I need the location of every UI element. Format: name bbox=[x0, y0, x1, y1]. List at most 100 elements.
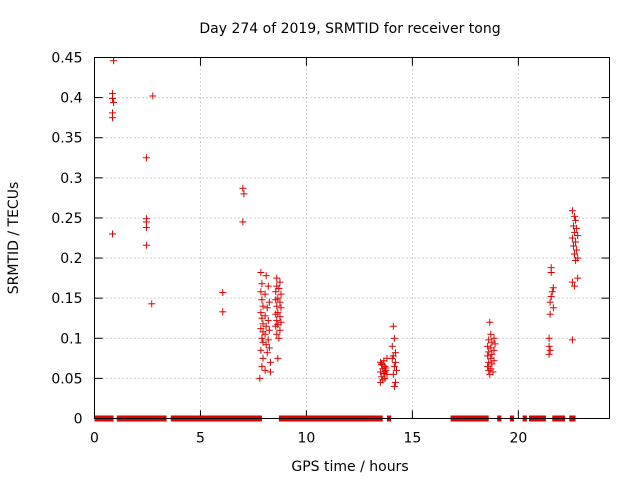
data-point bbox=[273, 302, 281, 310]
data-point bbox=[390, 334, 398, 342]
data-point bbox=[388, 354, 396, 362]
data-point bbox=[545, 334, 553, 342]
data-point bbox=[569, 242, 577, 250]
data-point bbox=[259, 354, 267, 362]
data-point bbox=[259, 302, 267, 310]
data-point bbox=[548, 288, 556, 296]
data-point bbox=[264, 336, 272, 344]
data-point bbox=[219, 308, 227, 316]
data-point bbox=[547, 293, 555, 301]
y-tick-labels: 0 0.05 0.1 0.15 0.2 0.25 0.3 0.35 0.4 0.45 bbox=[51, 51, 82, 428]
data-point bbox=[263, 304, 271, 312]
data-point bbox=[258, 296, 266, 304]
data-point bbox=[377, 378, 385, 386]
data-point bbox=[485, 366, 493, 374]
data-point bbox=[264, 282, 272, 290]
data-point bbox=[265, 344, 273, 352]
data-point bbox=[239, 184, 247, 192]
data-point bbox=[546, 298, 554, 306]
data-point bbox=[572, 238, 580, 246]
data-point bbox=[110, 98, 118, 106]
data-point bbox=[273, 317, 281, 325]
data-point bbox=[549, 284, 557, 292]
axis-ticks bbox=[94, 57, 610, 419]
data-point bbox=[276, 278, 284, 286]
data-point bbox=[485, 358, 493, 366]
data-point bbox=[488, 338, 496, 346]
data-point bbox=[257, 309, 265, 317]
data-point bbox=[272, 296, 280, 304]
data-point bbox=[257, 346, 265, 354]
y-tick-label: 0.1 bbox=[60, 331, 82, 347]
data-point bbox=[491, 340, 499, 348]
data-point bbox=[262, 272, 270, 280]
data-point bbox=[568, 278, 576, 286]
data-point bbox=[149, 92, 157, 100]
y-tick-label: 0.3 bbox=[60, 171, 82, 187]
data-point bbox=[391, 358, 399, 366]
data-point bbox=[390, 362, 398, 370]
data-point bbox=[110, 57, 118, 65]
data-point bbox=[545, 342, 553, 350]
data-point bbox=[572, 256, 580, 264]
data-point bbox=[546, 310, 554, 318]
data-point bbox=[142, 224, 150, 232]
x-axis-label: GPS time / hours bbox=[291, 459, 408, 475]
data-point bbox=[571, 250, 579, 258]
data-point bbox=[568, 207, 576, 215]
data-point bbox=[109, 230, 117, 238]
x-tick-label: 0 bbox=[90, 431, 99, 447]
y-tick-label: 0.4 bbox=[60, 91, 82, 107]
data-point bbox=[261, 290, 269, 298]
y-tick-label: 0.2 bbox=[60, 251, 82, 267]
data-point bbox=[262, 341, 270, 349]
data-point bbox=[258, 362, 266, 370]
data-point bbox=[258, 280, 266, 288]
data-point bbox=[545, 350, 553, 358]
data-point bbox=[263, 349, 271, 357]
y-tick-label: 0.15 bbox=[51, 291, 82, 307]
data-point bbox=[272, 288, 280, 296]
data-point bbox=[261, 366, 269, 374]
data-point bbox=[490, 334, 498, 342]
data-point bbox=[272, 322, 280, 330]
y-axis-label: SRMTID / TECUs bbox=[6, 182, 22, 295]
data-point bbox=[256, 374, 264, 382]
data-point bbox=[382, 364, 390, 372]
y-tick-label: 0.45 bbox=[51, 51, 82, 67]
x-tick-label: 10 bbox=[298, 431, 316, 447]
chart-title: Day 274 of 2019, SRMTID for receiver ton… bbox=[199, 21, 500, 37]
data-point bbox=[574, 232, 582, 240]
data-point bbox=[388, 342, 396, 350]
x-tick-label: 15 bbox=[403, 431, 421, 447]
data-point bbox=[258, 314, 266, 322]
data-point bbox=[265, 298, 273, 306]
data-point bbox=[488, 360, 496, 368]
x-tick-label: 5 bbox=[196, 431, 205, 447]
data-point bbox=[488, 350, 496, 358]
data-point bbox=[258, 334, 266, 342]
data-point bbox=[273, 330, 281, 338]
data-point bbox=[573, 246, 581, 254]
data-point bbox=[261, 330, 269, 338]
x-tick-label: 20 bbox=[509, 431, 527, 447]
data-point bbox=[574, 274, 582, 282]
data-points bbox=[109, 57, 582, 390]
data-point bbox=[390, 382, 398, 390]
data-point bbox=[277, 290, 285, 298]
data-point bbox=[272, 310, 280, 318]
data-point bbox=[549, 304, 557, 312]
data-point bbox=[276, 313, 284, 321]
data-point bbox=[265, 326, 273, 334]
data-point bbox=[257, 288, 265, 296]
data-point bbox=[262, 322, 270, 330]
data-point bbox=[274, 354, 282, 362]
data-point bbox=[275, 285, 283, 293]
data-point bbox=[240, 190, 248, 198]
data-point bbox=[571, 228, 579, 236]
data-point bbox=[276, 298, 284, 306]
data-point bbox=[142, 154, 150, 162]
y-tick-label: 0.25 bbox=[51, 211, 82, 227]
data-point bbox=[568, 234, 576, 242]
